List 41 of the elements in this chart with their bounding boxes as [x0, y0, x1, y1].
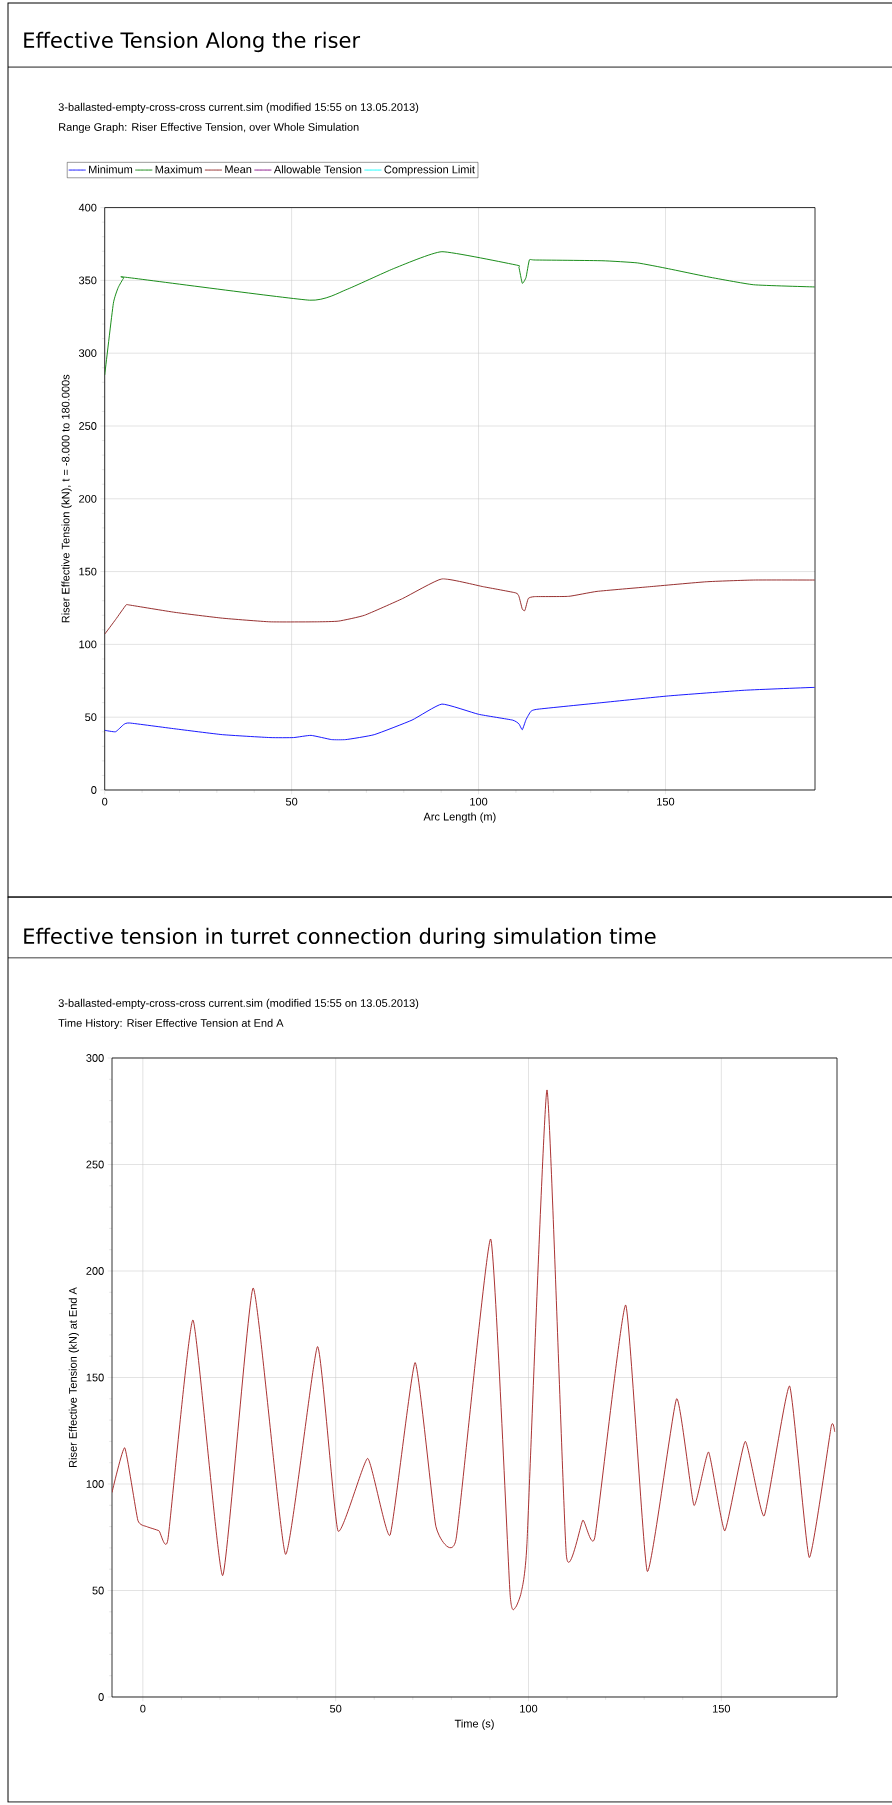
x-tick-label: 0	[140, 1704, 146, 1713]
x-tick-label: 100	[520, 1704, 538, 1713]
y-tick-label: 0	[91, 786, 97, 794]
y-tick-label: 100	[86, 1480, 104, 1488]
chart-title: Effective tension in turret connection during simulation time	[24, 927, 656, 949]
legend-label: Allowable Tension	[273, 165, 362, 174]
y-tick-label: 300	[78, 349, 97, 358]
y-tick-label: 200	[86, 1267, 104, 1275]
x-axis-title: Time (s)	[454, 1719, 494, 1730]
y-tick-label: 200	[79, 494, 97, 503]
x-tick-label: 100	[470, 797, 488, 806]
y-tick-label: 100	[79, 640, 97, 649]
y-tick-label: 50	[92, 1586, 104, 1595]
y-tick-label: 150	[86, 1373, 104, 1382]
text: Range Graph: Riser Effective Tension, over Whole Simulation	[59, 122, 359, 134]
x-tick-label: 150	[712, 1704, 731, 1713]
y-tick-label: 250	[79, 422, 97, 430]
legend-label: Mean	[225, 165, 252, 174]
x-tick-label: 50	[330, 1704, 342, 1713]
chart-subtitle: 3-ballasted-empty-cross-cross current.sim (modified 15:55 on 13.05.2013)	[58, 998, 419, 1010]
chart-subtitle: 3-ballasted-empty-cross-cross current.sim (modified 15:55 on 13.05.2013)	[58, 102, 419, 114]
y-tick-label: 150	[79, 567, 97, 576]
x-tick-label: 150	[657, 797, 675, 806]
y-tick-label: 300	[86, 1054, 104, 1062]
x-axis-title: Arc Length (m)	[423, 812, 496, 823]
line-series	[104, 251, 816, 376]
y-tick-label: 350	[78, 276, 97, 285]
chart-title: Effective Tension Along the riser	[24, 31, 361, 53]
y-axis-title: Riser Effective Tension (kN), t = -8.000 to 180.000s	[61, 374, 72, 623]
text: Time History: Riser Effective Tension at End A	[58, 1018, 284, 1030]
y-axis-title: Riser Effective Tension (kN) at End A	[68, 1287, 79, 1467]
legend-label: Maximum	[155, 165, 202, 174]
x-tick-label: 50	[285, 797, 298, 806]
y-tick-label: 50	[85, 713, 97, 722]
y-tick-label: 0	[98, 1693, 104, 1701]
legend-label: Minimum	[89, 165, 133, 174]
y-tick-label: 250	[86, 1160, 104, 1169]
y-tick-label: 400	[78, 203, 97, 212]
legend-label: Compression Limit	[384, 165, 475, 176]
line-series	[104, 686, 816, 741]
line-series	[104, 578, 816, 635]
